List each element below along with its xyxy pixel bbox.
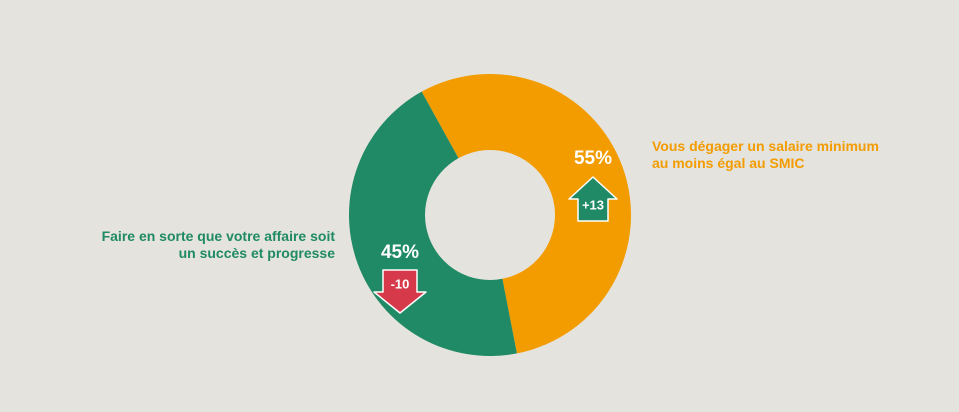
change-arrow-shape-succes bbox=[373, 269, 427, 314]
legend-label-succes: Faire en sorte que votre affaire soit un… bbox=[40, 228, 335, 262]
donut-slice-salaire bbox=[421, 73, 632, 354]
legend-label-salaire-line-2: au moins égal au SMIC bbox=[652, 155, 805, 171]
change-label-salaire: +13 bbox=[582, 197, 604, 212]
value-label-salaire: 55% bbox=[574, 148, 612, 169]
change-arrow-shape-salaire bbox=[568, 176, 618, 222]
legend-label-salaire-line-1: Vous dégager un salaire minimum bbox=[652, 138, 879, 154]
legend-label-succes-line-1: Faire en sorte que votre affaire soit bbox=[101, 228, 335, 244]
legend-label-salaire: Vous dégager un salaire minimum au moins… bbox=[652, 138, 924, 172]
legend-label-succes-line-2: un succès et progresse bbox=[178, 245, 335, 261]
change-arrow-salaire: +13 bbox=[568, 176, 618, 222]
change-label-succes: -10 bbox=[391, 276, 410, 291]
change-arrow-succes: -10 bbox=[373, 269, 427, 314]
value-label-succes: 45% bbox=[381, 242, 419, 263]
